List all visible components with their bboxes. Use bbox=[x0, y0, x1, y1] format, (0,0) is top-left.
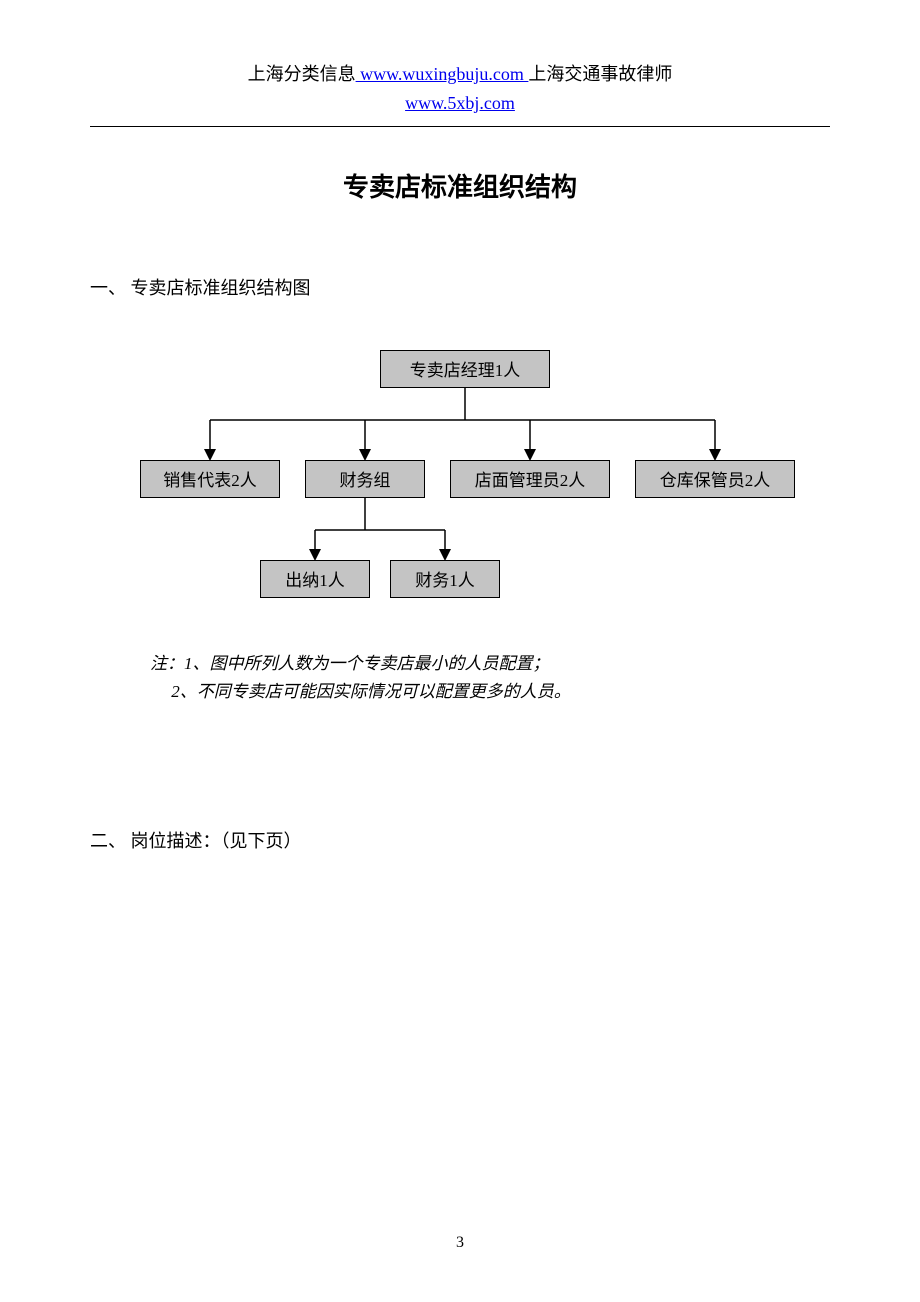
header-text-1: 上海分类信息 bbox=[248, 64, 356, 84]
org-node-fin: 财务组 bbox=[305, 460, 425, 498]
notes-block: 注：1、图中所列人数为一个专卖店最小的人员配置； 2、不同专卖店可能因实际情况可… bbox=[150, 650, 830, 708]
notes-prefix: 注： bbox=[150, 654, 184, 673]
org-node-root: 专卖店经理1人 bbox=[380, 350, 550, 388]
document-title: 专卖店标准组织结构 bbox=[90, 167, 830, 204]
org-node-ware: 仓库保管员2人 bbox=[635, 460, 795, 498]
org-node-store: 店面管理员2人 bbox=[450, 460, 610, 498]
header-link-1[interactable]: www.wuxingbuju.com bbox=[356, 64, 529, 84]
notes-line-1: 1、图中所列人数为一个专卖店最小的人员配置； bbox=[184, 654, 550, 673]
page-number: 3 bbox=[0, 1234, 920, 1252]
org-node-acct: 财务1人 bbox=[390, 560, 500, 598]
page-header: 上海分类信息 www.wuxingbuju.com 上海交通事故律师 www.5… bbox=[90, 60, 830, 127]
section-2-heading: 二、 岗位描述：（见下页） bbox=[90, 827, 830, 853]
org-node-cashier: 出纳1人 bbox=[260, 560, 370, 598]
org-node-sales: 销售代表2人 bbox=[140, 460, 280, 498]
org-chart: 专卖店经理1人销售代表2人财务组店面管理员2人仓库保管员2人出纳1人财务1人 bbox=[90, 350, 830, 620]
header-link-2[interactable]: www.5xbj.com bbox=[405, 93, 515, 113]
document-page: 上海分类信息 www.wuxingbuju.com 上海交通事故律师 www.5… bbox=[0, 0, 920, 893]
section-1-heading: 一、 专卖店标准组织结构图 bbox=[90, 274, 830, 300]
header-text-2: 上海交通事故律师 bbox=[528, 64, 672, 84]
notes-line-2: 2、不同专卖店可能因实际情况可以配置更多的人员。 bbox=[171, 682, 571, 701]
